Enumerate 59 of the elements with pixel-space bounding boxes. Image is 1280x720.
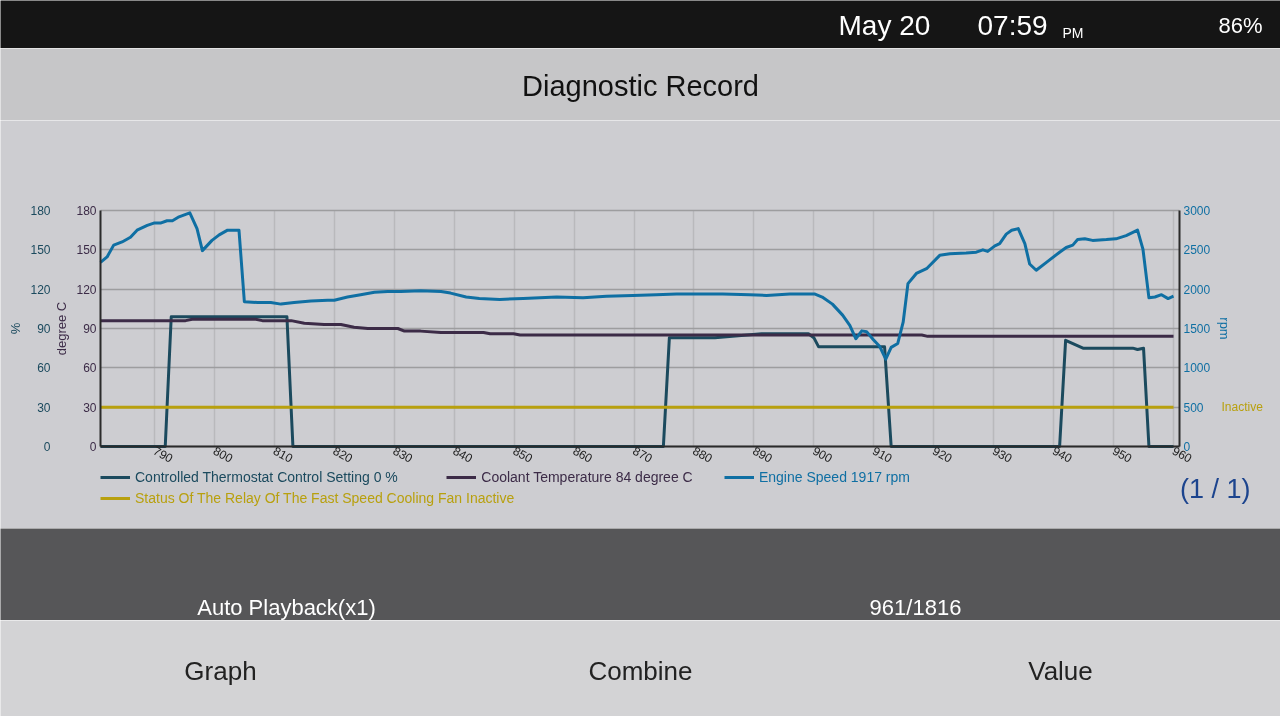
text: Graph (184, 655, 257, 686)
text: Value (1028, 655, 1093, 686)
line-series (99, 211, 1176, 361)
x-tick-label: 950 (1109, 443, 1135, 466)
x-tick-label: 850 (510, 443, 536, 466)
x-tick-label: 840 (450, 443, 476, 466)
y3-tick-label: 90 (37, 322, 51, 336)
y2-tick-label: 500 (1183, 400, 1204, 415)
line-series (99, 317, 1176, 338)
x-tick-label: 930 (990, 443, 1015, 466)
x-tick-label: 870 (630, 443, 655, 466)
y-tick-label: 150 (76, 243, 97, 258)
x-tick-label: 920 (930, 443, 955, 466)
y-tick-label: 120 (76, 282, 97, 297)
y-tick-label: 60 (83, 361, 97, 376)
x-tick-label: 830 (390, 443, 416, 466)
y2-tick-label: 3000 (1183, 204, 1211, 218)
y-tick-label: 90 (83, 322, 97, 336)
y3-tick-label: 0 (43, 440, 51, 454)
text: Inactive (1221, 400, 1264, 415)
text: Auto Playback(x1) (197, 595, 376, 620)
x-tick-label: 800 (210, 443, 236, 466)
x-tick-label: 820 (330, 443, 356, 466)
x-tick-label: 910 (870, 443, 895, 466)
text: PM (1062, 24, 1084, 41)
x-tick-label: 890 (750, 443, 775, 466)
y3-tick-label: 60 (37, 361, 51, 376)
legend-label: Coolant Temperature 84 degree C (481, 468, 693, 486)
y3-axis-title: degree C (54, 301, 70, 356)
y-tick-label: 0 (89, 440, 97, 454)
y-axis-title: % (8, 322, 24, 335)
text: May 20 (838, 10, 931, 41)
legend-label: Status Of The Relay Of The Fast Speed Cooling Fan Inactive (135, 489, 515, 507)
y-tick-label: 180 (76, 204, 97, 218)
y2-tick-label: 2000 (1183, 282, 1211, 297)
text: (1 / 1) (1179, 473, 1251, 504)
y3-tick-label: 150 (30, 243, 51, 258)
x-tick-label: 810 (270, 443, 296, 466)
text: 86% (1218, 13, 1263, 38)
legend-label: Controlled Thermostat Control Setting 0 % (135, 468, 398, 486)
text: 07:59 (977, 10, 1048, 41)
x-tick-label: 860 (570, 443, 596, 466)
y3-tick-label: 120 (30, 282, 51, 297)
text: Combine (588, 655, 693, 686)
y2-tick-label: 1500 (1183, 322, 1211, 336)
x-tick-label: 940 (1050, 443, 1075, 466)
y3-tick-label: 180 (30, 204, 51, 218)
y2-tick-label: 1000 (1183, 361, 1211, 376)
chart-title: Diagnostic Record (522, 69, 759, 102)
x-tick-label: 880 (690, 443, 715, 466)
y3-tick-label: 30 (37, 400, 51, 415)
x-tick-label: 900 (810, 443, 835, 466)
y2-tick-label: 2500 (1183, 243, 1211, 258)
x-tick-label: 790 (150, 443, 176, 466)
y-tick-label: 30 (83, 400, 97, 415)
legend-label: Engine Speed 1917 rpm (758, 468, 910, 486)
y2-axis-title: rpm (1217, 317, 1233, 340)
line-series (99, 315, 1176, 448)
text: 961/1816 (869, 595, 962, 620)
